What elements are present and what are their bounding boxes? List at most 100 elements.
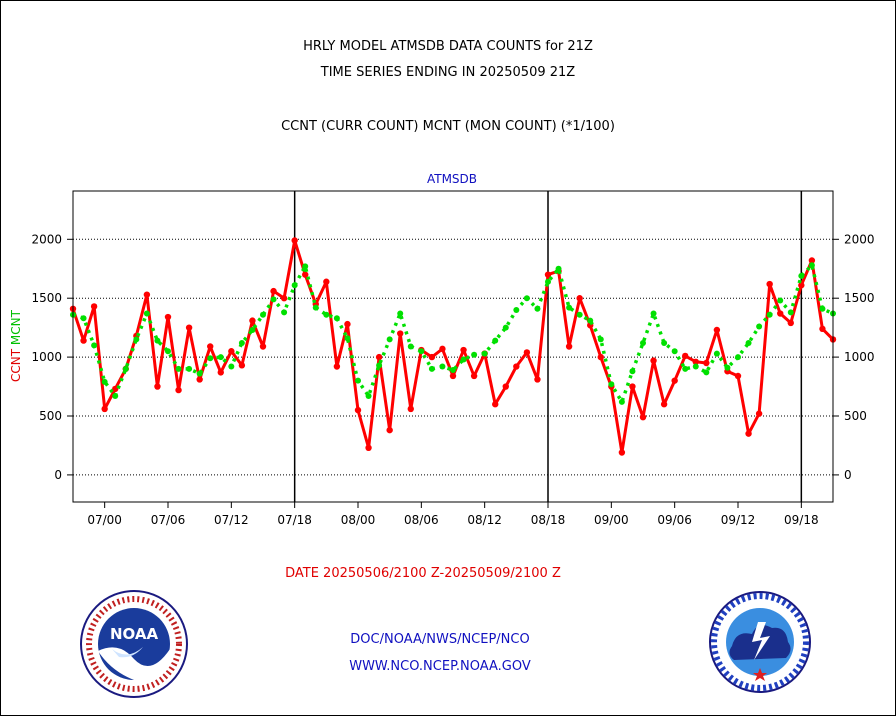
data-point-mcnt <box>91 342 98 349</box>
data-point-mcnt <box>428 365 435 372</box>
noaa-logo-text: NOAA <box>110 625 159 643</box>
data-point-mcnt <box>397 310 404 317</box>
y-tick-label-right: 500 <box>844 409 867 423</box>
data-point-mcnt <box>534 305 541 312</box>
org-label: DOC/NOAA/NWS/NCEP/NCO <box>350 632 530 647</box>
data-point-ccnt <box>217 369 224 376</box>
data-point-mcnt <box>618 398 625 405</box>
data-point-mcnt <box>260 311 266 318</box>
chart-title-line-3: CCNT (CURR COUNT) MCNT (MON COUNT) (*1/1… <box>281 119 615 134</box>
nws-logo <box>709 591 811 693</box>
data-point-ccnt <box>154 383 161 390</box>
data-point-mcnt <box>513 306 520 313</box>
y-axis-label-mcnt: MCNT <box>9 309 23 349</box>
data-point-ccnt <box>270 287 277 295</box>
data-point-ccnt <box>755 410 763 417</box>
data-point-mcnt <box>450 367 456 374</box>
data-point-ccnt <box>492 401 499 408</box>
data-point-mcnt <box>629 368 636 375</box>
data-point-ccnt <box>164 313 172 321</box>
x-tick-label: 08/12 <box>467 513 502 527</box>
data-point-mcnt <box>713 350 720 357</box>
data-point-ccnt <box>90 303 98 310</box>
date-range-label: DATE 20250506/2100 Z-20250509/2100 Z <box>285 566 561 581</box>
data-point-ccnt <box>618 449 626 456</box>
data-point-ccnt <box>101 405 108 413</box>
data-point-ccnt <box>745 430 752 437</box>
data-point-mcnt <box>344 335 351 342</box>
data-point-mcnt <box>671 348 678 355</box>
data-point-ccnt <box>544 271 552 278</box>
y-tick-label-right: 1500 <box>844 291 875 305</box>
data-point-mcnt <box>376 362 383 369</box>
data-point-mcnt <box>175 365 182 372</box>
data-point-ccnt <box>682 352 689 360</box>
data-point-mcnt <box>756 323 763 330</box>
data-point-mcnt <box>291 282 298 289</box>
data-point-ccnt <box>196 376 203 383</box>
data-point-mcnt <box>745 339 752 346</box>
data-point-mcnt <box>196 370 203 377</box>
data-point-mcnt <box>302 263 309 270</box>
series-line-ccnt <box>71 239 835 454</box>
website-url[interactable]: WWW.NCO.NCEP.NOAA.GOV <box>349 659 531 674</box>
data-point-mcnt <box>523 295 530 302</box>
data-point-mcnt <box>819 305 826 312</box>
data-point-ccnt <box>534 376 541 383</box>
data-point-ccnt <box>365 444 372 452</box>
x-tick-label: 08/18 <box>531 513 566 527</box>
data-point-ccnt <box>787 319 794 327</box>
data-point-mcnt <box>80 315 87 322</box>
data-point-mcnt <box>545 278 551 285</box>
data-point-mcnt <box>133 336 140 343</box>
data-point-mcnt <box>808 262 815 269</box>
data-point-mcnt <box>682 365 689 372</box>
y-axis-label-ccnt: CCNT <box>9 348 23 382</box>
data-point-ccnt <box>386 426 393 434</box>
data-point-mcnt <box>165 348 171 355</box>
data-point-ccnt <box>639 413 647 421</box>
data-point-ccnt <box>597 353 604 361</box>
data-point-ccnt <box>428 353 436 361</box>
data-point-mcnt <box>407 343 414 350</box>
plot-title: ATMSDB <box>427 172 477 186</box>
data-point-mcnt <box>386 336 393 343</box>
data-point-ccnt <box>470 372 478 380</box>
x-tick-label: 07/18 <box>277 513 312 527</box>
data-point-mcnt <box>154 337 161 344</box>
data-point-ccnt <box>449 372 457 380</box>
data-point-mcnt <box>439 363 446 370</box>
data-point-ccnt <box>777 310 784 317</box>
data-point-mcnt <box>492 337 499 344</box>
data-point-ccnt <box>513 363 520 370</box>
data-point-mcnt <box>460 356 467 363</box>
y-tick-label-left: 500 <box>39 409 62 423</box>
data-point-ccnt <box>439 345 446 353</box>
data-point-ccnt <box>692 358 699 366</box>
data-point-ccnt <box>713 326 721 334</box>
x-tick-label: 09/00 <box>594 513 629 527</box>
data-point-mcnt <box>777 297 784 304</box>
data-point-ccnt <box>460 346 467 354</box>
data-point-mcnt <box>703 369 710 376</box>
data-point-ccnt <box>238 362 246 369</box>
plot-area-border <box>72 190 834 503</box>
svg-text:CCNT MCNT: CCNT MCNT <box>9 309 23 382</box>
data-point-ccnt <box>407 405 414 413</box>
data-point-mcnt <box>650 310 657 317</box>
data-point-mcnt <box>101 378 108 385</box>
data-point-mcnt <box>122 365 129 372</box>
x-tick-label: 08/06 <box>404 513 439 527</box>
y-axis-label: CCNT MCNT <box>9 309 23 382</box>
data-point-mcnt <box>735 354 741 361</box>
data-point-mcnt <box>228 363 235 370</box>
data-point-mcnt <box>112 392 119 399</box>
data-point-mcnt <box>576 311 583 318</box>
data-point-ccnt <box>302 271 309 278</box>
data-point-mcnt <box>661 339 668 346</box>
data-point-ccnt <box>671 377 678 384</box>
data-point-ccnt <box>143 291 151 298</box>
data-point-ccnt <box>576 295 583 302</box>
data-point-ccnt <box>629 383 636 390</box>
data-point-mcnt <box>798 272 805 279</box>
